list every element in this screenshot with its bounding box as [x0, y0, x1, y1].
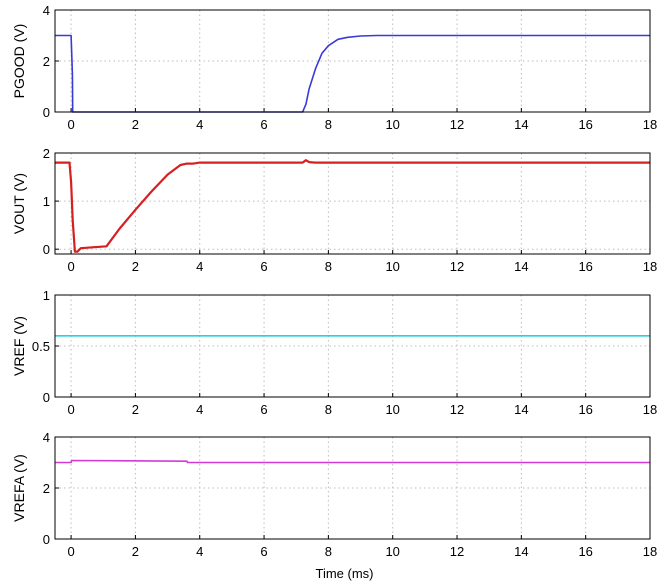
y-tick-label: 2 — [43, 481, 50, 496]
x-tick-label: 18 — [643, 259, 657, 274]
x-tick-label: 6 — [260, 544, 267, 559]
x-tick-label: 0 — [67, 544, 74, 559]
y-tick-label: 0 — [43, 242, 50, 257]
plot-frame — [54, 9, 651, 113]
plot-frame — [54, 294, 651, 398]
plot-frame — [54, 152, 651, 255]
y-tick-label: 0.5 — [32, 339, 50, 354]
x-tick-label: 18 — [643, 544, 657, 559]
x-tick-label: 16 — [578, 117, 592, 132]
vout-series-line — [55, 159, 650, 253]
x-tick-label: 12 — [450, 544, 464, 559]
x-tick-label: 2 — [132, 544, 139, 559]
plot-frame — [54, 436, 651, 540]
x-tick-label: 14 — [514, 402, 528, 417]
x-tick-label: 10 — [385, 402, 399, 417]
y-axis-label: VREF (V) — [11, 316, 27, 376]
x-tick-label: 10 — [385, 259, 399, 274]
x-tick-label: 18 — [643, 402, 657, 417]
x-tick-label: 16 — [578, 402, 592, 417]
x-tick-label: 8 — [325, 544, 332, 559]
x-tick-label: 6 — [260, 117, 267, 132]
x-tick-label: 6 — [260, 259, 267, 274]
x-tick-label: 4 — [196, 117, 203, 132]
panel-pgood: 0 2 4 6 8 10 12 14 16 18 0 2 4 PGOOD (V) — [11, 3, 657, 132]
x-tick-label: 10 — [385, 117, 399, 132]
vrefa-series-line — [55, 459, 650, 464]
x-tick-label: 2 — [132, 117, 139, 132]
x-tick-label: 4 — [196, 259, 203, 274]
y-tick-label: 1 — [43, 194, 50, 209]
panel-vref: 0 2 4 6 8 10 12 14 16 18 0 0.5 1 VREF (V) — [11, 288, 657, 417]
x-tick-label: 14 — [514, 259, 528, 274]
y-tick-label: 1 — [43, 288, 50, 303]
y-axis-label: PGOOD (V) — [11, 24, 27, 99]
y-tick-label: 2 — [43, 54, 50, 69]
pgood-series-line — [55, 34, 650, 113]
x-tick-label: 16 — [578, 259, 592, 274]
panel-vrefa: 0 2 4 6 8 10 12 14 16 18 0 2 4 VREFA (V) — [11, 430, 657, 559]
y-axis-label: VREFA (V) — [11, 454, 27, 522]
x-axis-label: Time (ms) — [315, 566, 373, 581]
x-tick-label: 8 — [325, 259, 332, 274]
x-tick-label: 14 — [514, 117, 528, 132]
y-tick-label: 4 — [43, 3, 50, 18]
x-tick-label: 14 — [514, 544, 528, 559]
x-tick-label: 18 — [643, 117, 657, 132]
x-tick-label: 12 — [450, 117, 464, 132]
y-tick-label: 0 — [43, 532, 50, 547]
y-tick-label: 4 — [43, 430, 50, 445]
y-axis-label: VOUT (V) — [11, 173, 27, 234]
y-tick-label: 0 — [43, 390, 50, 405]
y-tick-label: 2 — [43, 146, 50, 161]
x-tick-label: 12 — [450, 259, 464, 274]
x-tick-label: 8 — [325, 117, 332, 132]
x-tick-label: 4 — [196, 544, 203, 559]
x-tick-label: 12 — [450, 402, 464, 417]
x-tick-label: 8 — [325, 402, 332, 417]
x-tick-label: 0 — [67, 259, 74, 274]
x-tick-label: 6 — [260, 402, 267, 417]
x-tick-label: 0 — [67, 117, 74, 132]
y-tick-label: 0 — [43, 105, 50, 120]
x-tick-label: 0 — [67, 402, 74, 417]
x-tick-label: 10 — [385, 544, 399, 559]
x-tick-label: 16 — [578, 544, 592, 559]
x-tick-label: 2 — [132, 259, 139, 274]
x-tick-label: 2 — [132, 402, 139, 417]
x-tick-label: 4 — [196, 402, 203, 417]
